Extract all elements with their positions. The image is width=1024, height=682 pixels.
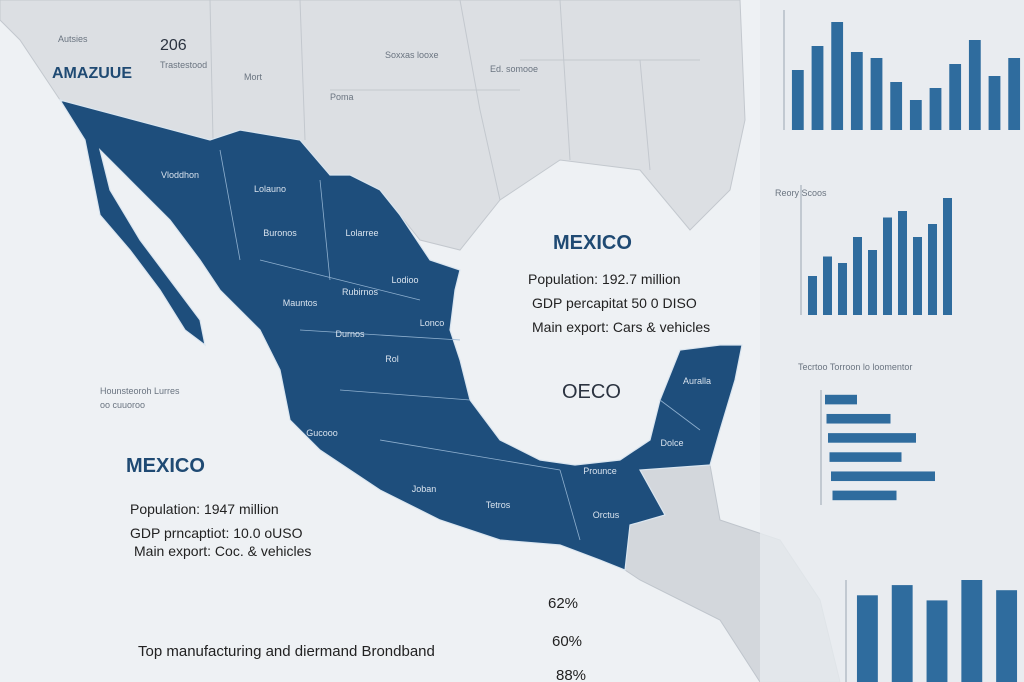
state-label: Mauntos <box>283 298 318 308</box>
map-label: 206 <box>160 37 187 54</box>
bar <box>850 52 863 130</box>
bar <box>853 237 862 315</box>
bar <box>856 595 878 682</box>
bar <box>823 256 832 315</box>
map-label: Soxxas looxe <box>385 50 439 60</box>
state-label: Tetros <box>486 500 511 510</box>
state-label: Gucooo <box>306 428 338 438</box>
info-population: Population: 1947 million <box>130 501 279 517</box>
map-label: Autsies <box>58 34 88 44</box>
bar <box>826 413 891 424</box>
state-label: Joban <box>412 484 437 494</box>
state-label: Vloddhon <box>161 170 199 180</box>
state-label: Auralla <box>683 376 711 386</box>
bar <box>929 88 942 130</box>
bar <box>988 76 1001 130</box>
state-label: Lolauno <box>254 184 286 194</box>
mexico-map <box>58 99 743 571</box>
bar <box>996 590 1018 682</box>
map-label: Trastestood <box>160 60 207 70</box>
bar <box>928 224 937 315</box>
info-export: Main export: Cars & vehicles <box>532 319 710 335</box>
state-label: Lonco <box>420 318 445 328</box>
state-label: Lolarree <box>345 228 378 238</box>
mexico-state-borders <box>219 149 701 541</box>
info-population: Population: 192.7 million <box>528 271 681 287</box>
state-label: Buronos <box>263 228 297 238</box>
side-label: Hounsteoroh Lurres <box>100 386 180 396</box>
map-label: Mort <box>244 72 262 82</box>
map-label: Poma <box>330 92 354 102</box>
bar <box>926 600 948 682</box>
bar <box>829 452 902 462</box>
bar <box>968 40 981 130</box>
bar <box>791 70 804 130</box>
footer-headline: Top manufacturing and diermand Brondband <box>138 643 435 660</box>
percent-label: 60% <box>552 633 582 650</box>
bar <box>868 250 877 315</box>
bar <box>838 263 847 315</box>
side-label: oo cuuoroo <box>100 400 145 410</box>
bar <box>870 58 883 130</box>
percent-label: 88% <box>556 667 586 682</box>
bar <box>832 490 897 501</box>
info-export: Main export: Coc. & vehicles <box>134 543 311 559</box>
state-label: Lodioo <box>391 275 418 285</box>
state-label: Orctus <box>593 510 620 520</box>
bar <box>1008 58 1021 130</box>
state-borders <box>209 0 700 201</box>
bar <box>831 22 844 130</box>
info-title: MEXICO <box>126 455 205 477</box>
state-label: Prounce <box>583 466 617 476</box>
bar <box>811 46 824 130</box>
state-label: Dolce <box>660 438 683 448</box>
state-label: Rubirnos <box>342 287 379 297</box>
bar <box>831 471 935 482</box>
percent-label: 62% <box>548 595 578 612</box>
state-label: Durnos <box>335 329 365 339</box>
bar <box>825 394 857 405</box>
bar <box>808 276 817 315</box>
bar <box>898 211 907 315</box>
info-gdp: GDP prncaptiot: 10.0 oUSO <box>130 525 303 541</box>
bar <box>943 198 952 315</box>
bar <box>949 64 962 130</box>
bar <box>890 82 903 130</box>
info-org: OECO <box>562 381 621 403</box>
map-label: AMAZUUE <box>52 65 132 82</box>
info-title: MEXICO <box>553 232 632 254</box>
bar <box>891 585 913 682</box>
bar <box>909 100 922 130</box>
bar <box>828 433 916 443</box>
map-label: Ed. somooe <box>490 64 538 74</box>
info-gdp: GDP percapitat 50 0 DISO <box>532 295 697 311</box>
chart-title: Tecrtoo Torroon lo loomentor <box>798 362 912 372</box>
bar <box>961 580 983 682</box>
bar <box>913 237 922 315</box>
bar <box>883 217 892 315</box>
state-label: Rol <box>385 354 399 364</box>
